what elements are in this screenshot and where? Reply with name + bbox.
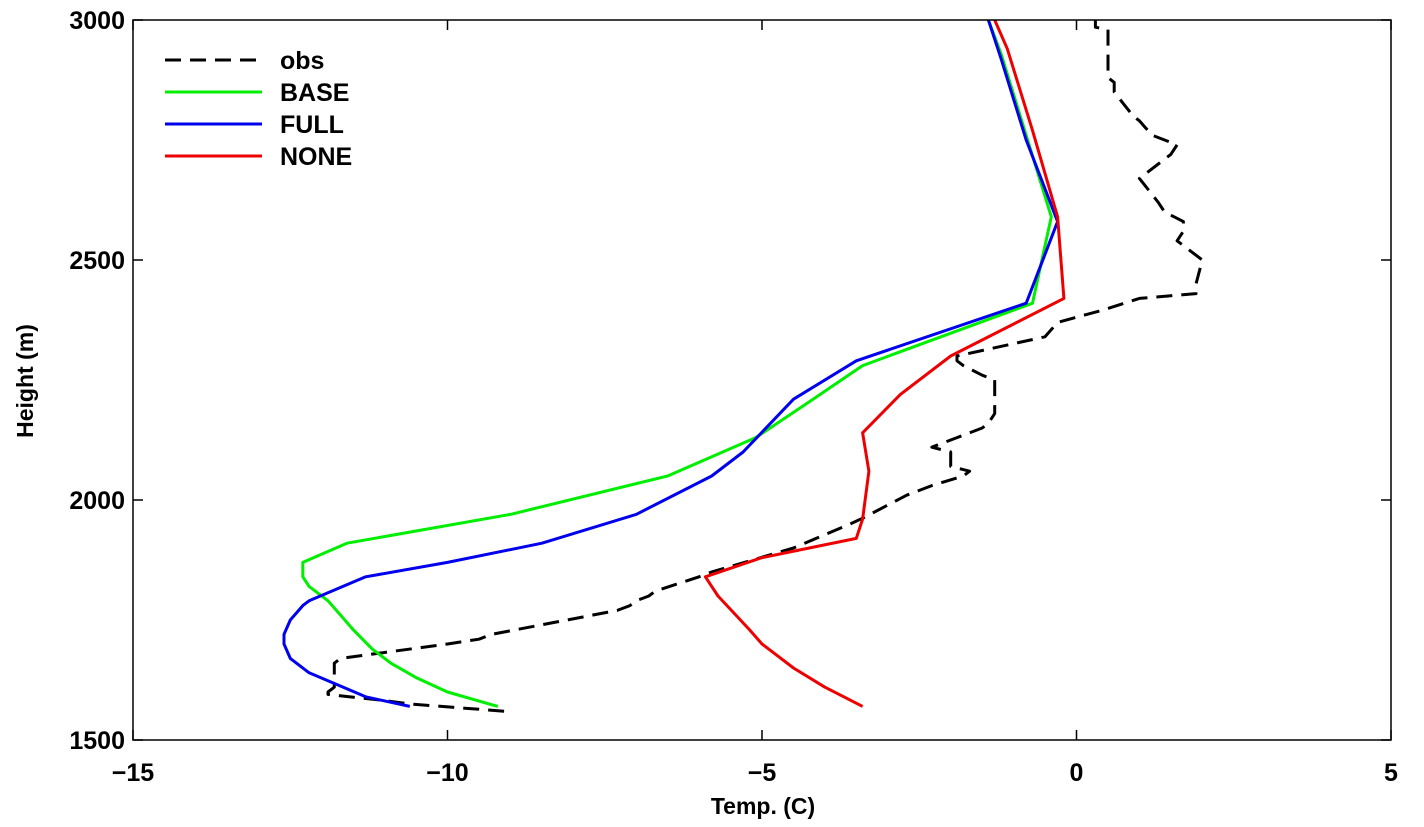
legend-label-base: BASE (280, 79, 349, 107)
series-line-base (301, 20, 1053, 708)
y-axis-label: Height (m) (12, 324, 38, 438)
y-tick-label: 2000 (69, 487, 125, 515)
tick-layer: −15 −10 −5 0 5 1500 2000 2500 3000 (69, 7, 1398, 787)
x-tick-label: 5 (1384, 759, 1398, 787)
legend: obs BASE FULL NONE (165, 47, 352, 171)
x-axis-label: Temp. (C) (711, 793, 815, 819)
y-tick-label: 2500 (69, 247, 125, 275)
series-layer (282, 20, 1204, 713)
y-tick-label: 1500 (69, 727, 125, 755)
x-tick-label: −15 (112, 759, 155, 787)
series-line-none (703, 20, 1066, 708)
x-tick-label: −5 (748, 759, 777, 787)
x-tick-label: −10 (426, 759, 468, 787)
legend-label-full: FULL (280, 111, 344, 139)
y-tick-label: 3000 (69, 7, 125, 35)
series-line-obs (326, 20, 1204, 713)
legend-label-none: NONE (280, 143, 352, 171)
x-tick-label: 0 (1070, 759, 1084, 787)
series-line-full (282, 20, 1060, 708)
legend-label-obs: obs (280, 47, 324, 75)
